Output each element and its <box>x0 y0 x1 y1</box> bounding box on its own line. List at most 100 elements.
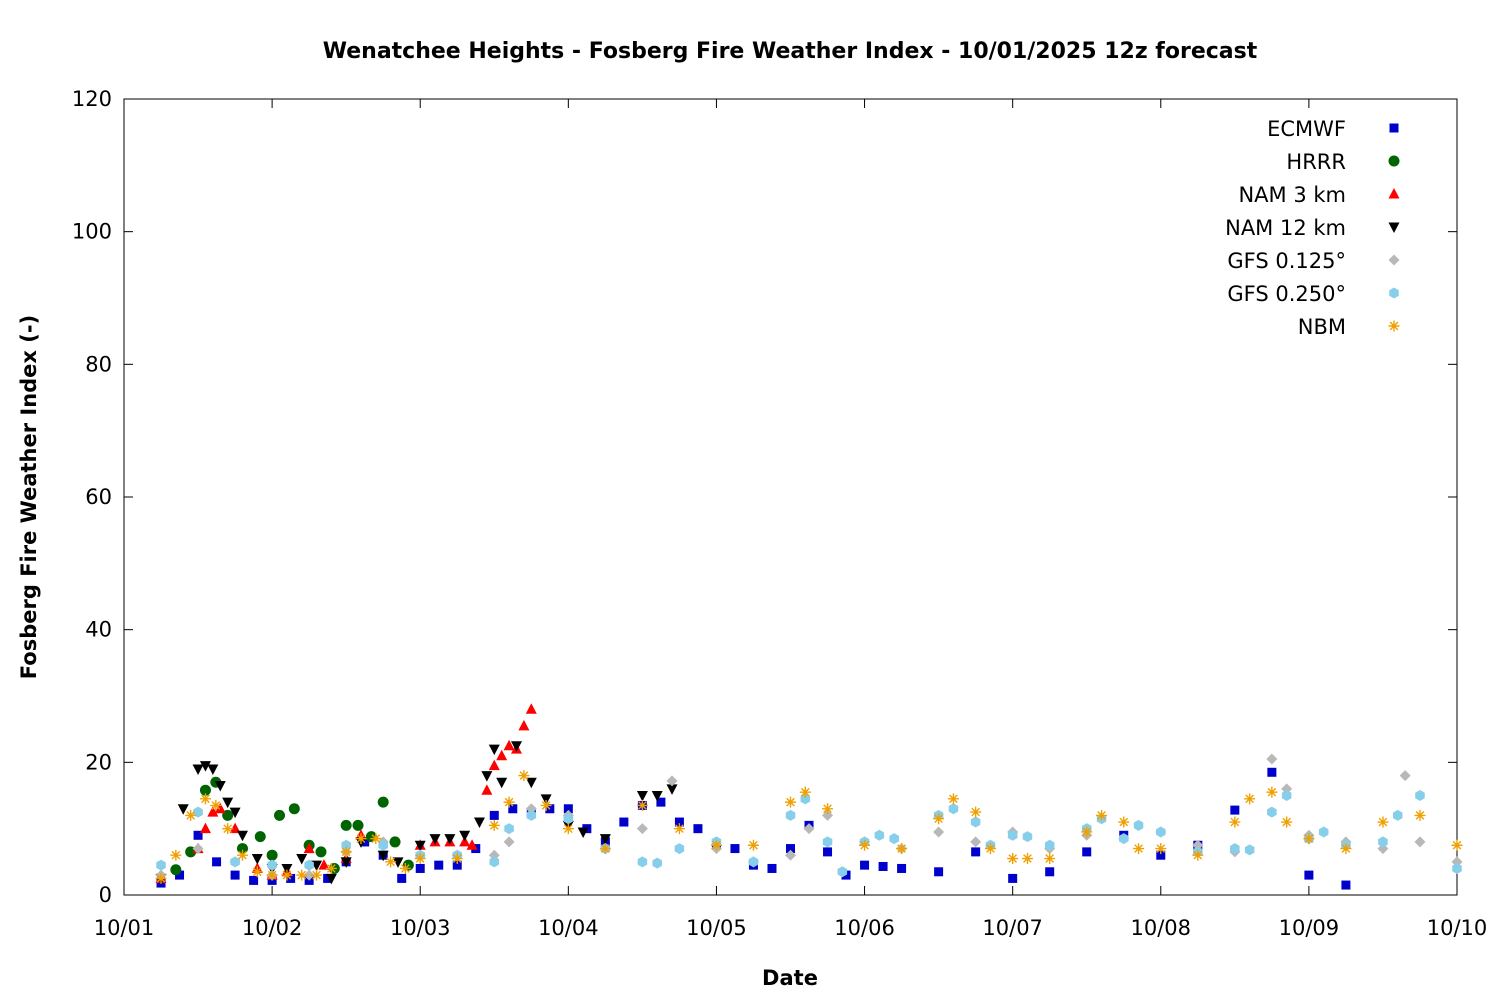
data-point-nbm <box>673 823 685 835</box>
data-point-gfs-0-250 <box>837 866 848 878</box>
data-point-nbm <box>210 799 222 811</box>
data-point-ecmwf <box>860 860 870 870</box>
data-point-hrrr <box>377 796 389 808</box>
data-point-gfs-0-250 <box>1118 833 1129 845</box>
legend-label-gfs-0-125: GFS 0.125° <box>1227 249 1346 273</box>
data-point-ecmwf <box>1230 805 1240 815</box>
data-point-nam-12-km <box>325 873 337 885</box>
data-point-ecmwf <box>971 847 981 857</box>
data-point-nam-12-km <box>281 863 293 875</box>
data-point-nam-12-km <box>296 854 308 865</box>
data-point-nbm <box>370 833 382 845</box>
data-point-nbm <box>822 803 834 815</box>
data-point-gfs-0-250 <box>563 813 574 825</box>
data-point-ecmwf <box>397 873 407 883</box>
data-point-gfs-0-250 <box>889 833 899 845</box>
x-tick-label: 10/05 <box>686 916 747 940</box>
data-point-hrrr <box>315 846 327 858</box>
data-point-gfs-0-125 <box>933 826 945 838</box>
data-point-gfs-0-250 <box>1392 809 1403 821</box>
data-point-nbm <box>599 843 611 855</box>
data-point-gfs-0-250 <box>674 843 685 855</box>
legend-marker-nbm <box>1388 320 1400 332</box>
data-point-hrrr <box>199 784 211 796</box>
data-point-nbm <box>1192 849 1204 861</box>
data-point-nbm <box>947 793 959 805</box>
data-point-gfs-0-250 <box>378 839 388 851</box>
data-point-nam-12-km <box>577 827 589 838</box>
data-point-ecmwf <box>1082 847 1092 857</box>
data-point-gfs-0-250 <box>304 859 314 871</box>
data-point-nbm <box>1266 786 1278 798</box>
y-tick-label: 40 <box>85 618 112 642</box>
data-point-ecmwf <box>656 797 666 807</box>
data-point-nam-12-km <box>636 791 648 802</box>
legend-marker-gfs-0-125 <box>1388 254 1400 266</box>
data-point-nam-12-km <box>236 830 248 842</box>
data-point-gfs-0-250 <box>526 809 537 821</box>
data-point-gfs-0-250 <box>1244 844 1255 856</box>
data-point-nam-3-km <box>229 822 241 834</box>
data-point-nbm <box>1229 816 1241 828</box>
data-point-nam-12-km <box>481 771 493 782</box>
data-point-nam-12-km <box>599 834 611 845</box>
data-point-nam-12-km <box>214 781 226 792</box>
data-point-ecmwf <box>1304 870 1314 880</box>
data-point-gfs-0-125 <box>822 809 834 821</box>
data-point-nam-12-km <box>496 777 508 789</box>
y-tick-label: 60 <box>85 485 112 509</box>
data-point-nbm <box>1118 816 1130 828</box>
data-point-nam-12-km <box>651 791 663 802</box>
data-point-nbm <box>1340 843 1352 855</box>
data-point-nbm <box>1021 853 1033 865</box>
data-point-nam-12-km <box>177 804 189 815</box>
data-point-nam-3-km <box>466 839 478 850</box>
data-point-nbm <box>1414 809 1426 821</box>
data-point-nam-12-km <box>540 794 552 805</box>
legend-marker-nam-12-km <box>1388 222 1400 233</box>
data-point-gfs-0-125 <box>303 869 315 881</box>
data-point-nbm <box>984 843 996 855</box>
data-point-gfs-0-125 <box>666 775 678 787</box>
data-point-nbm <box>236 849 248 861</box>
data-point-nbm <box>747 839 759 851</box>
data-point-nam-12-km <box>222 797 234 809</box>
data-point-hrrr <box>236 843 248 855</box>
data-point-gfs-0-250 <box>1044 839 1055 851</box>
data-point-ecmwf <box>767 863 777 873</box>
data-point-nbm <box>799 786 811 798</box>
data-point-nbm <box>933 813 945 825</box>
data-point-nbm <box>281 869 293 881</box>
data-point-nam-3-km <box>496 749 508 761</box>
data-point-ecmwf <box>323 873 333 883</box>
data-point-hrrr <box>274 809 286 821</box>
data-point-ecmwf <box>823 847 833 857</box>
data-point-nam-3-km <box>214 802 226 814</box>
data-point-ecmwf <box>230 870 240 880</box>
data-point-gfs-0-125 <box>970 836 982 848</box>
data-point-ecmwf <box>175 870 185 880</box>
data-point-nbm <box>170 849 182 861</box>
data-point-ecmwf <box>693 824 703 834</box>
data-point-ecmwf <box>508 804 518 814</box>
data-point-gfs-0-125 <box>1399 770 1411 782</box>
data-point-gfs-0-125 <box>636 823 648 835</box>
data-point-nbm <box>1303 833 1315 845</box>
data-point-ecmwf <box>619 817 629 827</box>
data-point-gfs-0-250 <box>1415 790 1425 801</box>
y-tick-label: 100 <box>72 220 112 244</box>
data-point-ecmwf <box>415 863 425 873</box>
data-point-nbm <box>896 843 908 855</box>
x-tick-label: 10/07 <box>982 916 1043 940</box>
legend-marker-hrrr <box>1388 155 1400 167</box>
y-tick-label: 80 <box>85 352 112 376</box>
x-tick-label: 10/02 <box>242 916 303 940</box>
legend-marker-nam-3-km <box>1388 188 1400 199</box>
data-point-gfs-0-250 <box>822 836 833 848</box>
data-point-nbm <box>970 806 982 818</box>
data-point-nam-3-km <box>318 859 330 870</box>
data-point-gfs-0-250 <box>1133 819 1144 831</box>
data-point-nbm <box>1281 816 1293 828</box>
data-point-nbm <box>1096 809 1108 821</box>
data-point-gfs-0-125 <box>192 843 204 855</box>
